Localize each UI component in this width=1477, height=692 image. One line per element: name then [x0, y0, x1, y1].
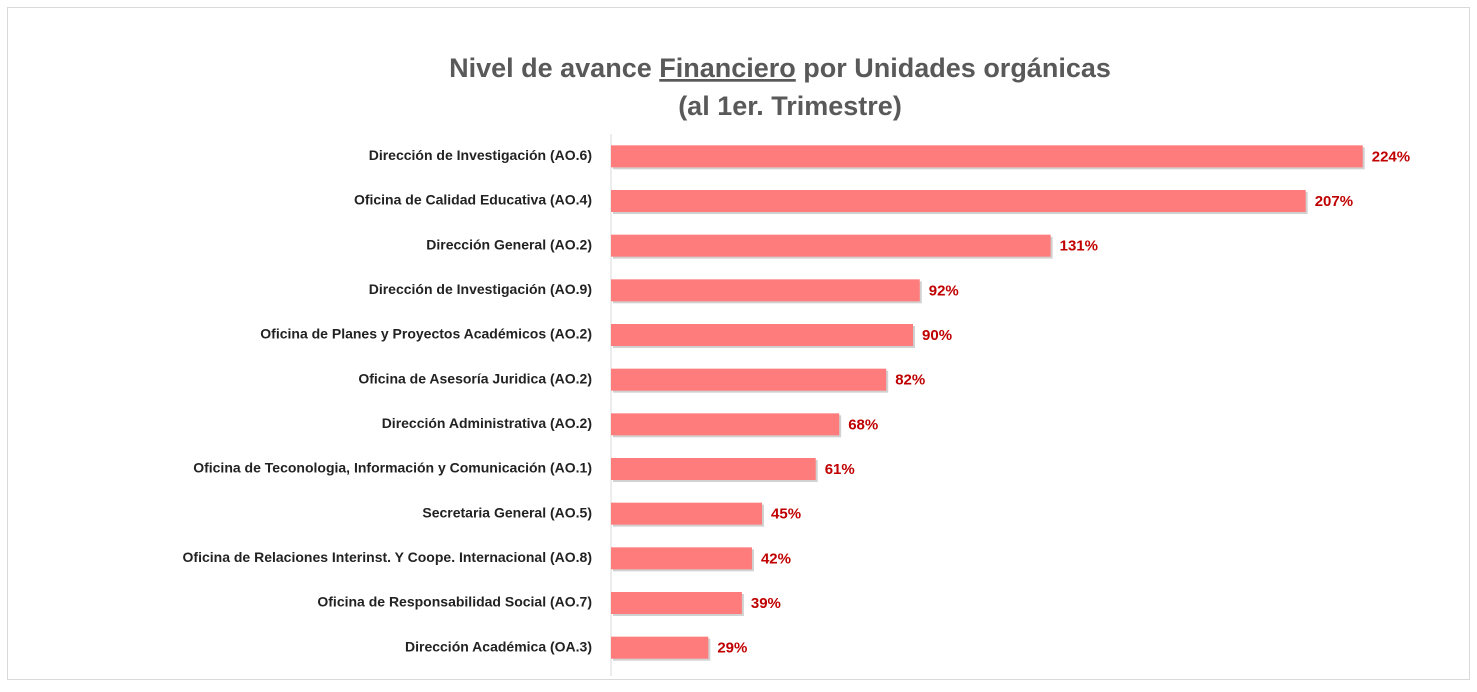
- title-part: por Unidades orgánicas: [803, 53, 1111, 83]
- bar: [611, 547, 752, 570]
- bar: [611, 324, 914, 346]
- category-label: Dirección Administrativa (AO.2): [382, 415, 592, 431]
- value-label: 68%: [848, 416, 878, 433]
- category-label: Dirección Académica (OA.3): [405, 638, 592, 654]
- bar: [611, 145, 1363, 168]
- category-label: Oficina de Calidad Educativa (AO.4): [354, 192, 592, 208]
- value-label: 39%: [751, 595, 781, 612]
- category-label: Oficina de Planes y Proyectos Académicos…: [260, 326, 592, 342]
- value-label: 82%: [895, 372, 925, 389]
- category-label: Dirección General (AO.2): [426, 236, 592, 252]
- chart-title: Nivel de avance Financiero por Unidades …: [449, 53, 1111, 83]
- category-label: Oficina de Relaciones Interinst. Y Coope…: [183, 549, 592, 565]
- title-part: Financiero: [659, 53, 796, 83]
- bar: [611, 190, 1306, 212]
- value-label: 90%: [922, 327, 952, 344]
- value-label: 29%: [717, 640, 747, 657]
- bar: [611, 234, 1051, 257]
- category-label: Oficina de Teconologia, Información y Co…: [193, 460, 592, 476]
- bar: [611, 413, 840, 436]
- bar: [611, 368, 887, 391]
- value-label: 207%: [1315, 193, 1353, 210]
- category-label: Oficina de Asesoría Juridica (AO.2): [358, 370, 592, 386]
- category-label: Dirección de Investigación (AO.9): [369, 281, 592, 297]
- category-label: Oficina de Responsabilidad Social (AO.7): [317, 594, 592, 610]
- bar: [611, 636, 709, 659]
- category-label: Dirección de Investigación (AO.6): [369, 147, 592, 163]
- bar: [611, 592, 742, 614]
- chart-subtitle: (al 1er. Trimestre): [678, 91, 902, 121]
- bar: [611, 502, 763, 525]
- category-label: Secretaria General (AO.5): [422, 504, 592, 520]
- value-label: 92%: [929, 282, 959, 299]
- value-label: 42%: [761, 550, 791, 567]
- value-label: 224%: [1372, 148, 1410, 165]
- title-part: Nivel de avance: [449, 53, 652, 83]
- value-label: 131%: [1060, 238, 1098, 255]
- value-label: 45%: [771, 506, 801, 523]
- bar: [611, 458, 816, 480]
- value-label: 61%: [825, 461, 855, 478]
- bar: [611, 279, 920, 302]
